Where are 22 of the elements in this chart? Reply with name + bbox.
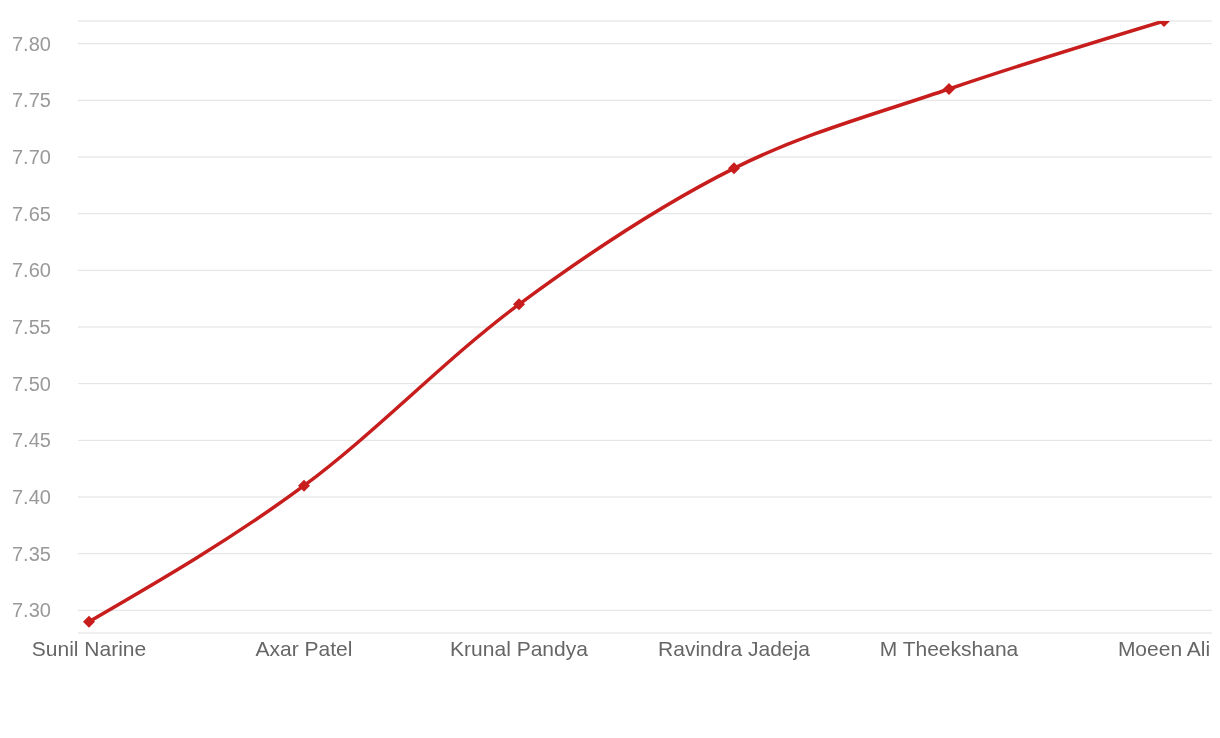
- point: [728, 162, 740, 175]
- y-tick-label: 7.30: [12, 599, 51, 622]
- point: [298, 479, 310, 492]
- y-tick-label: 7.40: [12, 486, 51, 509]
- y-tick-label: 7.35: [12, 542, 51, 565]
- y-tick-label: 7.70: [12, 146, 51, 169]
- point: [943, 83, 955, 95]
- point: [513, 298, 525, 311]
- x-tick-label: Sunil Narine: [31, 636, 147, 660]
- point: [83, 615, 95, 628]
- x-tick-label: Axar Patel: [255, 636, 353, 660]
- x-tick-label: Moeen Ali: [1117, 636, 1211, 660]
- y-tick-label: 7.50: [12, 372, 51, 395]
- y-tick-label: 7.60: [12, 259, 51, 282]
- y-tick-label: 7.80: [12, 32, 51, 55]
- x-tick-label: Krunal Pandya: [450, 636, 589, 660]
- y-tick-label: 7.45: [12, 429, 51, 452]
- x-tick-label: M Theekshana: [879, 636, 1019, 660]
- y-tick-label: 7.65: [12, 202, 51, 225]
- x-tick-label: Ravindra Jadeja: [658, 636, 811, 660]
- y-tick-label: 7.75: [12, 89, 51, 112]
- y-tick-label: 7.55: [12, 316, 51, 339]
